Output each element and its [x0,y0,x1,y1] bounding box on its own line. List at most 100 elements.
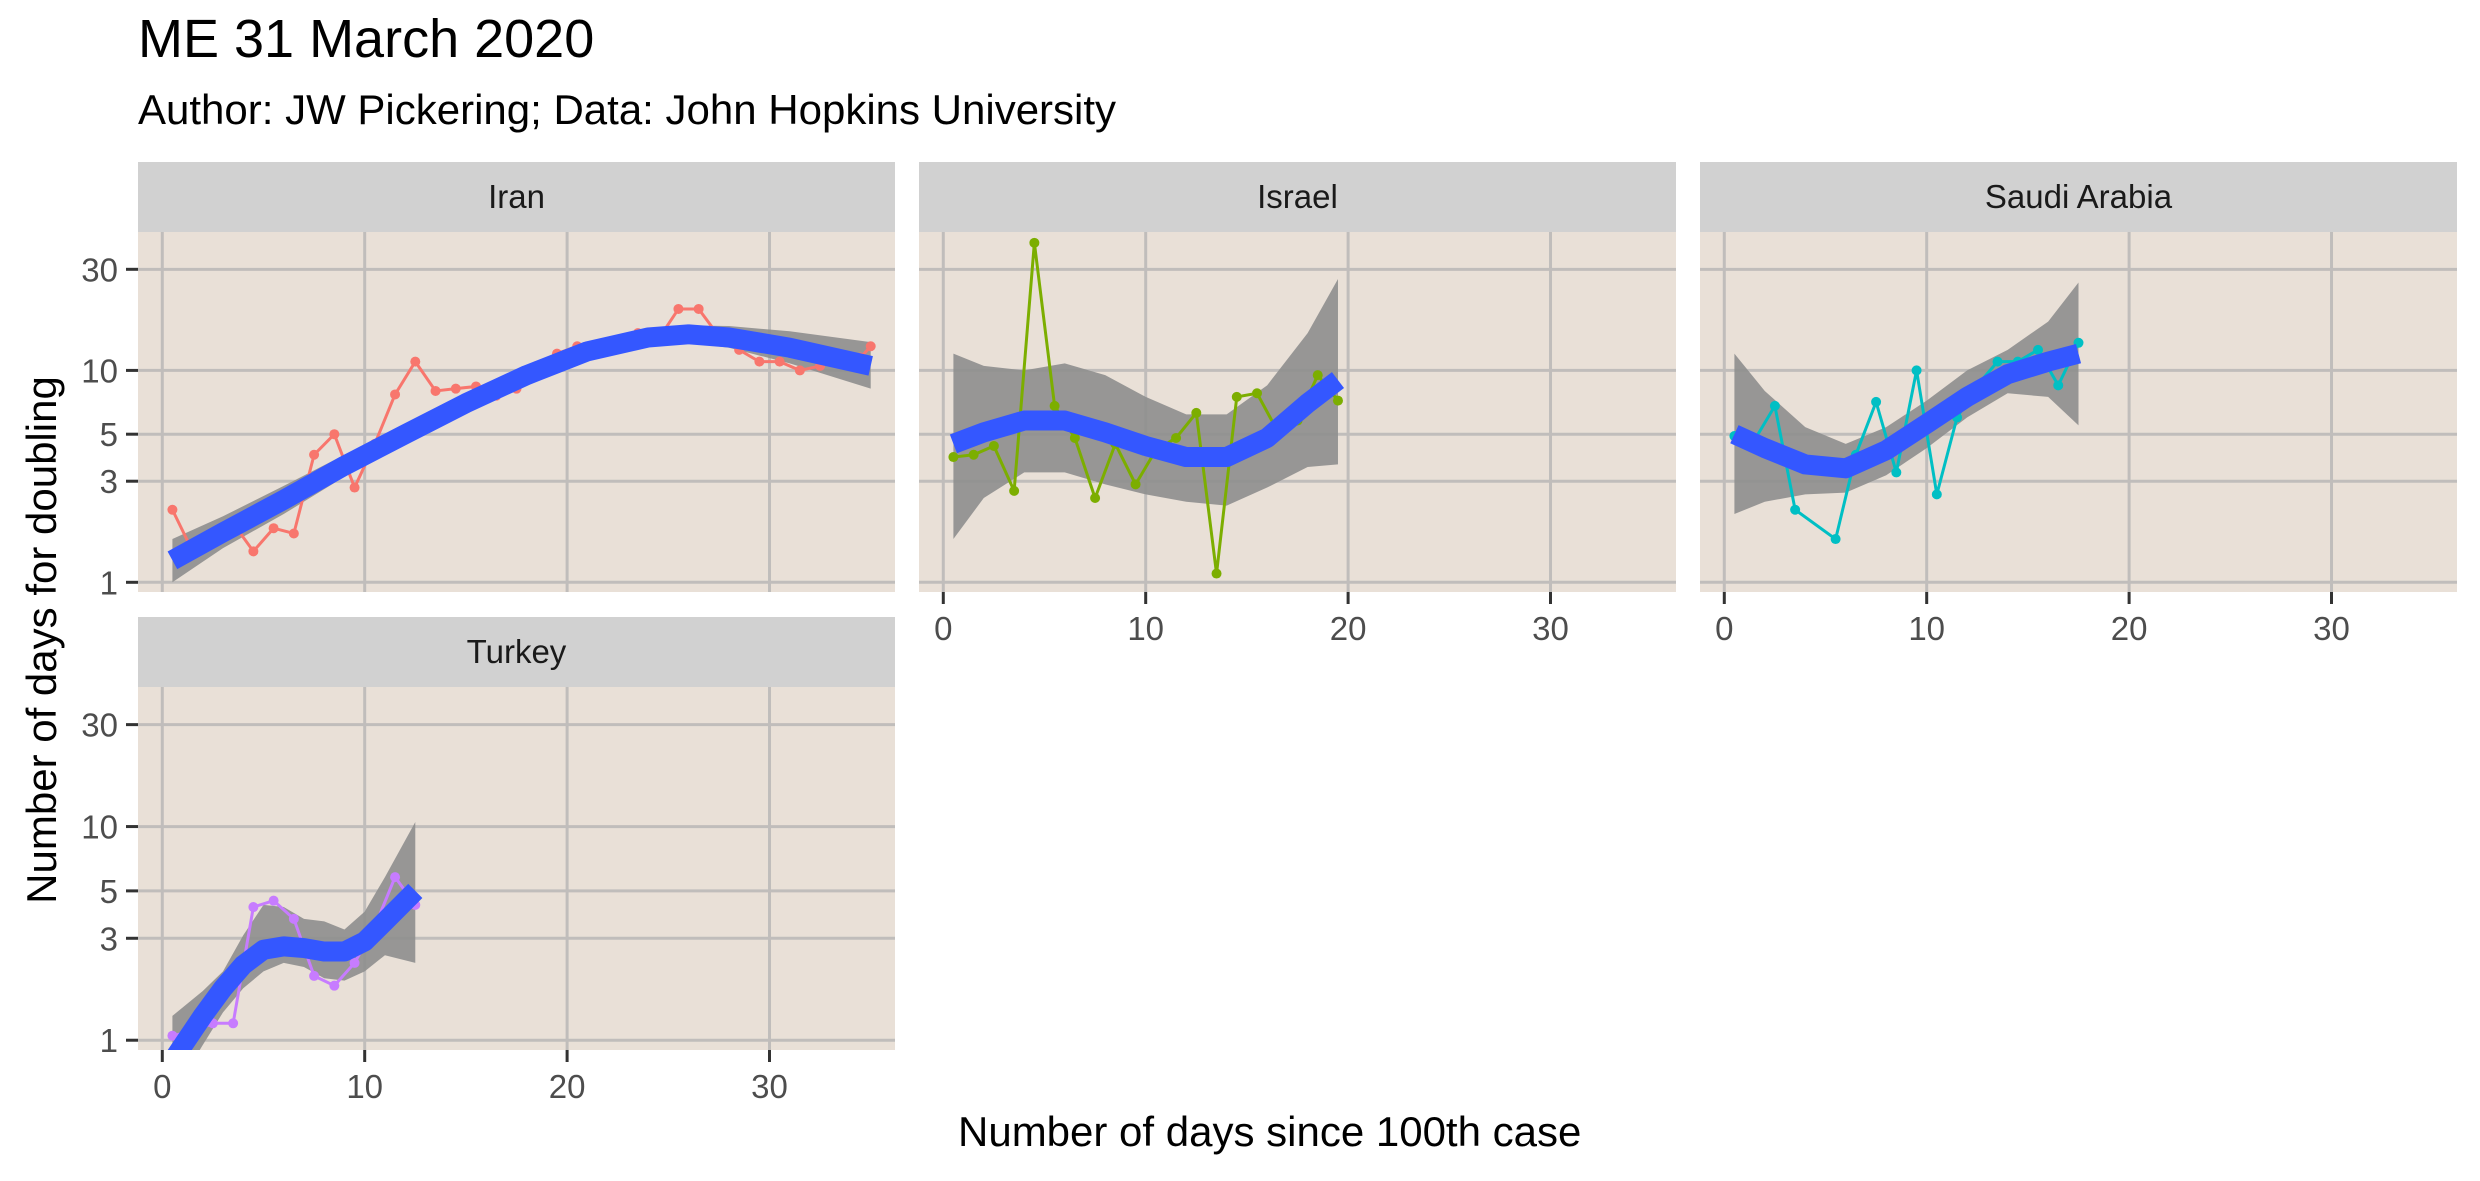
confidence-band [172,822,416,1050]
panel-background [138,232,895,592]
data-point [410,356,421,367]
facet-strip-label: Turkey [467,633,567,670]
facet-strip [919,162,1676,232]
data-point [288,528,299,539]
data-point [2053,380,2064,391]
data-point [865,341,876,352]
data-point [794,365,805,376]
data-point [754,356,765,367]
panel-data [1729,282,2084,545]
y-tick-label: 10 [81,352,118,389]
panel-background [138,687,895,1050]
facet-strip-label: Israel [1257,178,1338,215]
data-point [1790,504,1801,515]
data-point [329,980,340,991]
data-point [988,440,999,451]
x-tick-label: 20 [2111,610,2148,647]
facet-strip [138,617,895,687]
facet-strip-label: Saudi Arabia [1985,178,2173,215]
y-tick-label: 30 [81,707,118,744]
data-point [774,356,785,367]
facet-strip-label: Iran [488,178,545,215]
x-tick-label: 20 [1330,610,1367,647]
data-point [1931,489,1942,500]
data-point [1891,467,1902,478]
trend-line [949,372,1345,468]
data-point [167,504,178,515]
data-point [1171,432,1182,443]
data-point [390,389,401,400]
facet-panel-iran: Iran 1 3 5 10 30 [81,162,895,601]
data-point [1130,479,1141,490]
x-tick-label: 10 [1127,610,1164,647]
chart-subtitle: Author: JW Pickering; Data: John Hopkins… [138,86,1117,133]
data-point [1231,391,1242,402]
data-point [1049,400,1060,411]
y-tick-label: 30 [81,251,118,288]
y-tick-label: 3 [100,920,118,957]
data-point [288,913,299,924]
data-point [167,1030,178,1041]
data-point [948,452,959,463]
data-point [309,449,320,460]
data-point [673,303,684,314]
data-point [248,902,259,913]
data-point [1191,407,1202,418]
data-point [1332,395,1343,406]
data-point [1211,568,1222,579]
trend-line [167,883,423,1050]
panel-data [167,822,423,1050]
x-tick-label: 20 [549,1068,586,1105]
data-point [329,429,340,440]
x-tick-label: 0 [1715,610,1733,647]
data-point [309,970,320,981]
facet-panel-turkey: Turkey 1 3 5 10 30 0 10 20 30 [81,617,895,1105]
data-point [248,546,259,557]
data-point [2033,344,2044,355]
y-tick-label: 1 [100,564,118,601]
data-point [228,1018,239,1029]
facet-panel-israel: Israel 0 10 20 30 [919,162,1676,647]
data-point [968,449,979,460]
data-point [349,482,360,493]
data-point [693,303,704,314]
data-point [268,895,279,906]
y-tick-label: 10 [81,809,118,846]
y-tick-label: 5 [100,873,118,910]
facet-strip [1700,162,2457,232]
confidence-band [953,279,1338,540]
data-point [1252,388,1263,399]
data-point [1992,356,2003,367]
data-point [268,523,279,534]
x-axis-label: Number of days since 100th case [958,1108,1582,1155]
data-point [1769,400,1780,411]
trend-line [1730,343,2082,479]
data-point [1911,365,1922,376]
y-tick-label: 1 [100,1022,118,1059]
trend-line [167,324,873,570]
data-point [1009,485,1020,496]
x-tick-label: 10 [346,1068,383,1105]
data-point [430,385,441,396]
facet-strip [138,162,895,232]
panel-data [948,237,1345,579]
panel-data [167,303,876,583]
data-point [1871,396,1882,407]
chart-title: ME 31 March 2020 [138,9,595,69]
data-point [1312,370,1323,381]
x-tick-label: 30 [1532,610,1569,647]
x-tick-label: 0 [153,1068,171,1105]
x-tick-label: 30 [2313,610,2350,647]
data-point [1090,492,1101,503]
facet-panel-saudi-arabia: Saudi Arabia 0 10 20 30 [1700,162,2457,647]
y-tick-label: 5 [100,416,118,453]
data-point [1830,534,1841,545]
data-point [349,957,360,968]
data-point [390,872,401,883]
x-tick-label: 30 [751,1068,788,1105]
data-point [450,383,461,394]
y-tick-label: 3 [100,463,118,500]
x-tick-label: 0 [934,610,952,647]
data-point [1069,432,1080,443]
